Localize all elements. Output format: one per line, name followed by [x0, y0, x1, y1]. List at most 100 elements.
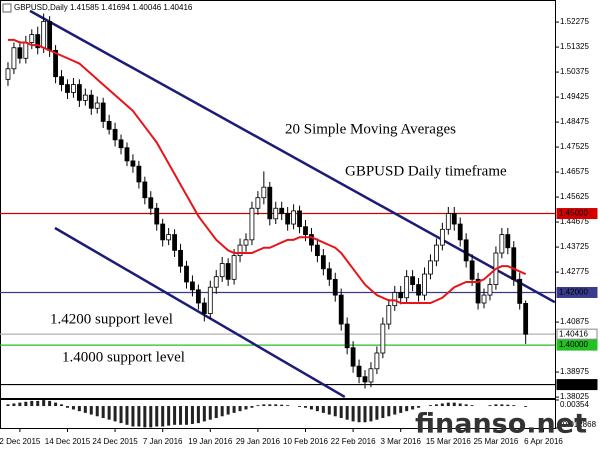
indicator-bar	[226, 406, 230, 415]
candle-body	[273, 207, 279, 220]
candle-body	[11, 47, 17, 70]
candle-body	[112, 128, 118, 141]
candle-body	[71, 84, 76, 93]
x-tick-label: 3 Mar 2016	[380, 437, 421, 446]
indicator-bar	[452, 402, 456, 407]
indicator-bar	[95, 406, 99, 417]
candle-body	[505, 234, 511, 249]
candle-body	[309, 234, 314, 246]
candle-body	[439, 228, 445, 246]
indicator-bar	[458, 403, 462, 407]
price-panel-frame	[0, 0, 556, 399]
candle-body	[422, 273, 427, 296]
level-label: 1.38500	[559, 380, 588, 389]
x-tick-label: 7 Jan 2016	[143, 437, 183, 446]
candle-body	[184, 265, 189, 283]
y-tick-label: 1.42775	[560, 267, 589, 276]
candle-body	[124, 147, 130, 162]
indicator-bar	[309, 406, 313, 410]
level-label-box	[556, 339, 598, 351]
level-label: 1.40000	[559, 340, 588, 349]
indicator-bar	[12, 403, 16, 407]
indicator-bar	[238, 406, 242, 412]
indicator-bar	[512, 405, 516, 407]
title-icon	[2, 3, 12, 13]
indicator-bar	[387, 406, 391, 417]
candle-body	[267, 186, 273, 220]
candle-body	[499, 234, 505, 254]
indicator-bar	[60, 404, 64, 407]
indicator-bar	[399, 406, 403, 413]
x-tick-label: 19 Jan 2016	[188, 437, 233, 446]
indicator-bar	[244, 406, 248, 410]
indicator-bar	[155, 406, 159, 427]
indicator-panel-frame	[0, 399, 556, 429]
indicator-bar	[250, 406, 254, 408]
x-tick-label: 22 Feb 2016	[331, 437, 376, 446]
candle-body	[29, 34, 35, 43]
indicator-bar	[393, 406, 397, 415]
indicator-bar	[268, 404, 272, 407]
indicator-bar	[89, 406, 93, 415]
candle-body	[344, 323, 350, 349]
candle-body	[59, 76, 64, 85]
y-tick-label: 1.38975	[560, 367, 589, 376]
candle-body	[279, 207, 285, 214]
candle-body	[320, 255, 326, 270]
candle-body	[380, 323, 386, 354]
level-label-box	[556, 379, 598, 391]
indicator-bar	[381, 406, 385, 418]
indicator-bar	[83, 406, 87, 413]
candle-body	[255, 197, 261, 209]
indicator-bar	[357, 406, 361, 423]
indicator-bar	[363, 406, 367, 423]
x-tick-label: 29 Jan 2016	[236, 437, 281, 446]
candle-body	[41, 21, 47, 49]
candle-body	[410, 276, 416, 285]
level-label: 1.42000	[559, 288, 588, 297]
candle-body	[130, 160, 136, 167]
y-tick-label: 1.45625	[560, 192, 589, 201]
candle-body	[231, 255, 237, 280]
candle-body	[356, 365, 362, 378]
y-tick-label: 1.50375	[560, 67, 589, 76]
indicator-bar	[173, 406, 177, 425]
indicator-bar	[333, 406, 337, 417]
candle-body	[88, 94, 94, 109]
level-label-box	[556, 208, 598, 220]
candle-body	[416, 284, 421, 296]
x-tick-label: 14 Dec 2015	[45, 437, 91, 446]
candle-body	[285, 213, 291, 225]
indicator-bar	[280, 404, 284, 407]
indicator-bar	[470, 405, 474, 407]
indicator-bar	[71, 406, 75, 410]
candle-body	[362, 376, 368, 383]
indicator-bar	[321, 406, 325, 413]
annotation: 20 Simple Moving Averages	[285, 121, 456, 137]
annotation: GBPUSD Daily timeframe	[345, 163, 507, 179]
candle-body	[100, 102, 106, 122]
candle-body	[76, 84, 82, 101]
level-label: 1.45000	[559, 209, 588, 218]
indicator-bar	[208, 406, 212, 420]
candle-body	[511, 247, 517, 280]
candle-body	[374, 352, 380, 370]
indicator-bar	[446, 402, 450, 407]
indicator-bar	[500, 404, 504, 407]
candle-body	[154, 207, 160, 225]
y-tick-label: 1.52275	[560, 17, 589, 26]
candle-body	[445, 213, 451, 230]
candle-body	[463, 239, 469, 262]
y-tick-label: 1.47525	[560, 142, 589, 151]
y-tick-label: 1.51325	[560, 42, 589, 51]
candle-body	[213, 276, 219, 288]
indicator-tick-label: 0.00354	[560, 400, 589, 409]
indicator-bar	[232, 406, 236, 413]
y-tick-label: 1.46575	[560, 167, 589, 176]
indicator-bar	[274, 404, 278, 407]
indicator-bar	[262, 404, 266, 407]
y-tick-label: 1.48475	[560, 117, 589, 126]
indicator-bar	[24, 401, 28, 407]
indicator-bar	[315, 406, 319, 412]
candle-body	[350, 347, 356, 367]
